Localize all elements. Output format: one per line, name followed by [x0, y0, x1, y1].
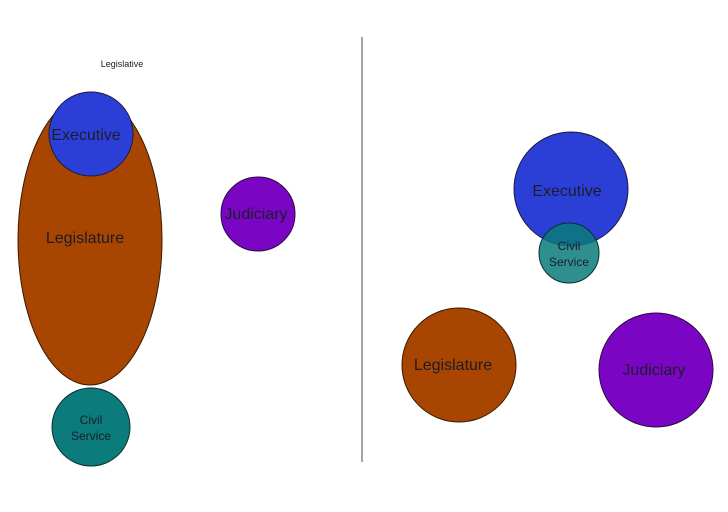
right-executive-label: Executive [532, 183, 601, 200]
right-legislature-label: Legislature [414, 357, 492, 374]
right-legislature-circle [401, 307, 517, 423]
right-judiciary-circle [598, 312, 714, 428]
left-caption: Legislative [101, 59, 144, 69]
left-civil-service-label-line1: Civil [80, 413, 103, 427]
left-legislature-label: Legislature [46, 230, 124, 247]
left-executive-circle [48, 91, 134, 177]
left-judiciary-circle [220, 176, 296, 252]
right-civil-service-circle [538, 222, 600, 284]
left-executive-label: Executive [51, 127, 120, 144]
right-civil-service-label-line2: Service [549, 255, 589, 269]
left-civil-service-circle [51, 387, 131, 467]
right-judiciary-label: Judiciary [622, 362, 685, 379]
left-judiciary-label: Judiciary [224, 206, 287, 223]
right-civil-service-label-line1: Civil [558, 239, 581, 253]
left-civil-service-label-line2: Service [71, 429, 111, 443]
